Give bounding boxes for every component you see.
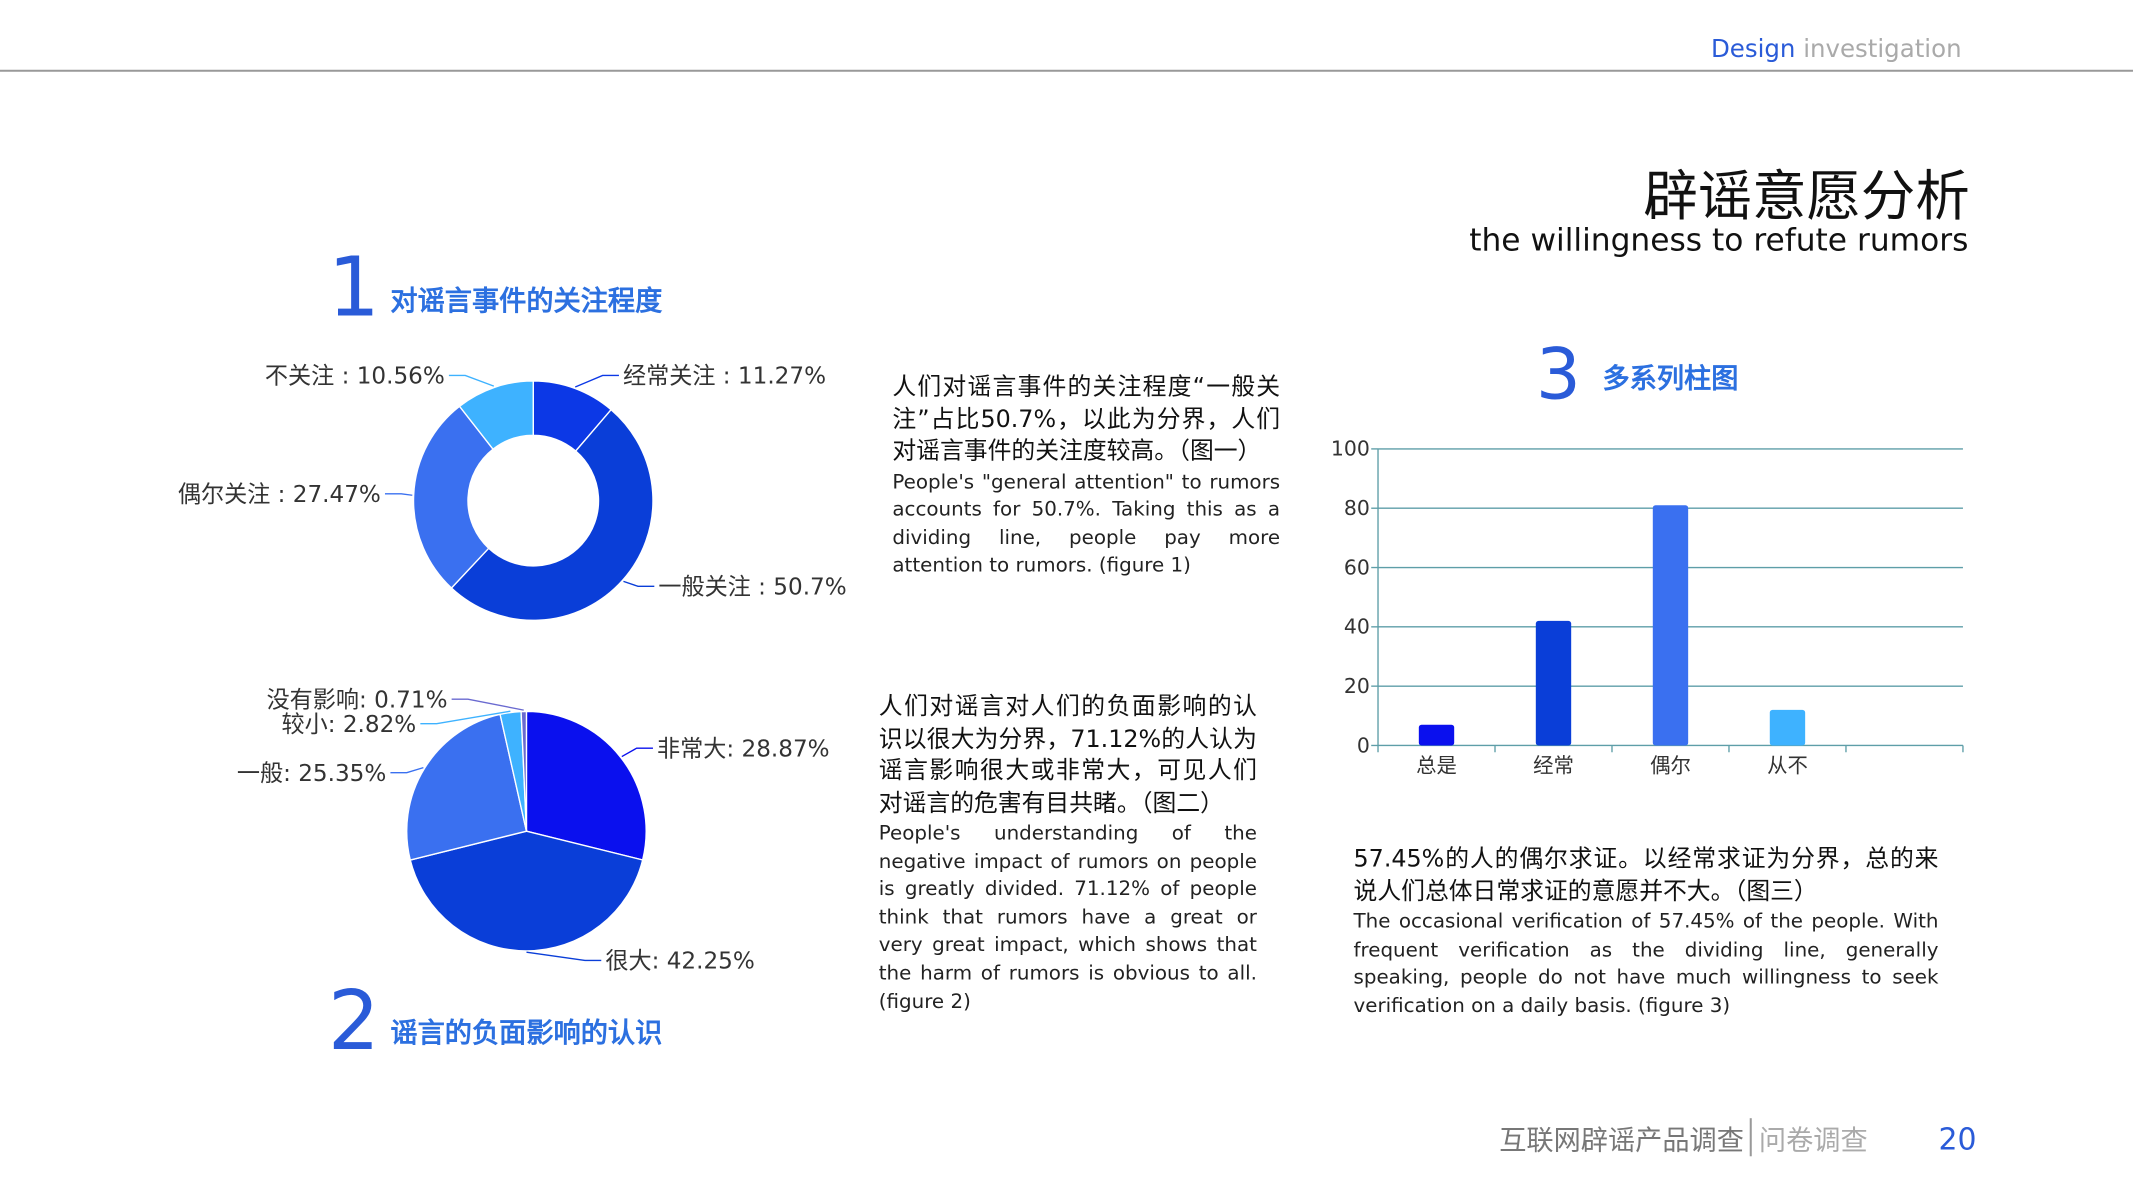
note-en: The occasional verification of 57.45% of…: [1353, 910, 1939, 1018]
slice-label: 经常关注 : 11.27%: [623, 364, 826, 390]
slice-label: 偶尔关注 : 27.47%: [178, 482, 381, 508]
x-tick-label: 总是: [1416, 754, 1457, 778]
leader-line: [526, 951, 602, 962]
note-zh: 人们对谣言事件的关注程度“一般关注”占比50.7%，以此为分界，人们对谣言事件的…: [892, 374, 1281, 466]
slide-title: 辟谣意愿分析: [1643, 164, 1969, 228]
note-en: People's understanding of the negative i…: [878, 821, 1257, 1013]
section-number: 3: [1536, 333, 1581, 416]
tag-primary: Design: [1711, 34, 1795, 63]
bar: [1652, 505, 1689, 746]
x-tick-label: 经常: [1533, 754, 1574, 778]
x-tick-label: 偶尔: [1650, 754, 1691, 778]
section-title: 谣言的负面影响的认识: [390, 1017, 662, 1049]
section-number: 2: [328, 974, 380, 1069]
leader-line: [420, 710, 511, 725]
note-zh: 人们对谣言对人们的负面影响的认识以很大为分界，71.12%的人认为谣言影响很大或…: [878, 693, 1257, 817]
y-tick-label: 0: [1357, 733, 1370, 757]
section-number: 1: [328, 241, 380, 336]
y-tick-label: 20: [1344, 674, 1370, 698]
section-title: 多系列柱图: [1602, 364, 1738, 395]
leader-line: [451, 698, 524, 711]
note: 人们对谣言事件的关注程度“一般关注”占比50.7%，以此为分界，人们对谣言事件的…: [892, 373, 1280, 581]
tag-secondary: investigation: [1803, 34, 1961, 63]
slice-label: 非常大: 28.87%: [657, 736, 830, 762]
page-number: 20: [1938, 1122, 1976, 1157]
leader-line: [623, 580, 655, 587]
slice-label: 一般: 25.35%: [237, 761, 386, 787]
slice: [525, 710, 647, 861]
footer-right: 问卷调查: [1759, 1125, 1868, 1156]
slice: [412, 405, 494, 589]
leader-line: [448, 374, 495, 387]
x-tick-label: 从不: [1767, 754, 1808, 778]
y-tick-label: 40: [1344, 615, 1370, 639]
y-tick-label: 60: [1344, 555, 1370, 579]
slice: [409, 830, 644, 952]
leader-line: [621, 747, 653, 758]
leader-line: [384, 493, 413, 496]
note-zh: 57.45%的人的偶尔求证。以经常求证为分界，总的来说人们总体日常求证的意愿并不…: [1353, 846, 1939, 906]
section-title: 对谣言事件的关注程度: [390, 285, 663, 317]
slide-subtitle: the willingness to refute rumors: [1469, 222, 1968, 258]
bar: [1418, 724, 1455, 746]
note: 57.45%的人的偶尔求证。以经常求证为分界，总的来说人们总体日常求证的意愿并不…: [1354, 845, 1939, 1021]
slice-label: 一般关注 : 50.7%: [658, 574, 846, 600]
note: 人们对谣言对人们的负面影响的认识以很大为分界，71.12%的人认为谣言影响很大或…: [879, 692, 1257, 1016]
y-tick-label: 80: [1344, 496, 1370, 520]
header-tag: Design investigation: [1711, 34, 1962, 63]
footer-left: 互联网辟谣产品调查: [1499, 1125, 1744, 1156]
slice: [406, 713, 528, 861]
bar: [1769, 709, 1806, 746]
y-tick-label: 100: [1331, 437, 1370, 461]
slice-label: 不关注 : 10.56%: [265, 364, 445, 390]
slice: [458, 380, 534, 451]
note-en: People's "general attention" to rumors a…: [892, 469, 1281, 578]
slice-label: 没有影响: 0.71%: [267, 687, 448, 713]
leader-line: [390, 766, 424, 774]
slice: [520, 710, 528, 832]
slice-label: 较小: 2.82%: [281, 712, 416, 738]
leader-line: [574, 374, 619, 388]
slice-label: 很大: 42.25%: [605, 949, 754, 975]
bar: [1535, 620, 1572, 746]
slice: [450, 408, 654, 621]
